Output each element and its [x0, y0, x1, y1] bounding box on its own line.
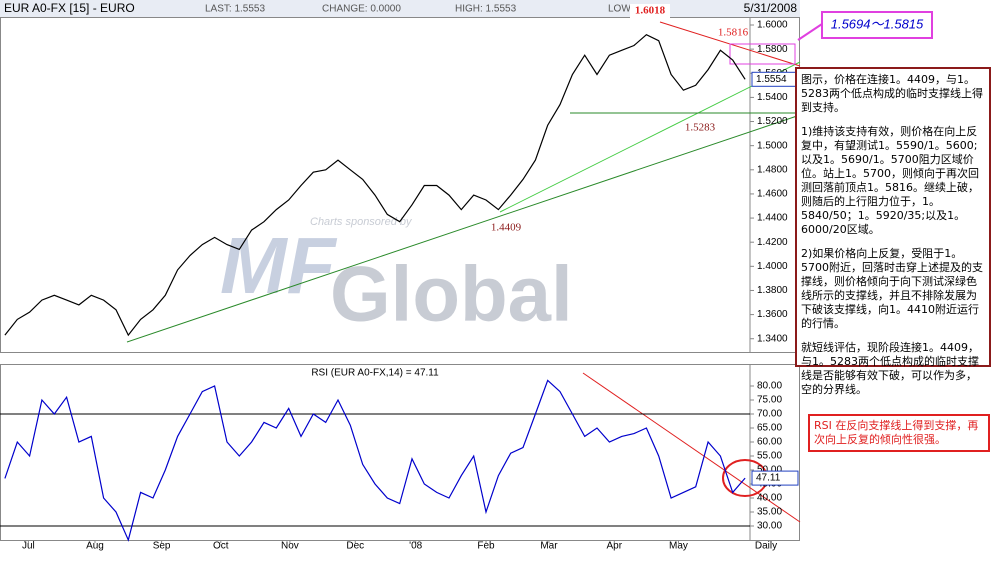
y-tick-label: 80.00: [757, 381, 782, 392]
analysis-para: 就短线评估，现阶段连接1。4409，与1。5283两个低点构成的临时支撑线是否能…: [801, 341, 979, 396]
y-tick-label: 1.3800: [757, 285, 788, 296]
y-tick-label: 1.5200: [757, 116, 788, 127]
x-tick-label: Jul: [22, 541, 35, 552]
rsi-note: RSI 在反向支撑线上得到支撑，再次向上反复的倾向性很强。: [808, 414, 990, 452]
date: 5/31/2008: [744, 1, 798, 15]
annotation-bg: [630, 4, 670, 18]
analysis-box: 图示，价格在连接1。4409，与1。5283两个低点构成的临时支撑线上得到支持。…: [795, 67, 991, 396]
y-tick-label: 75.00: [757, 395, 782, 406]
y-tick-label: 1.5000: [757, 140, 788, 151]
x-tick-label: Dec: [346, 541, 364, 552]
watermark-sponsor: Charts sponsored by: [310, 216, 413, 228]
x-tick-label: '08: [409, 541, 422, 552]
analysis-para: 2)如果价格向上反复，受阻于1。5700附近，回落时击穿上述提及的支撑线，则价格…: [801, 247, 983, 330]
range-box: [729, 43, 796, 65]
last-value-label: 47.11: [756, 473, 781, 484]
y-tick-label: 1.4800: [757, 164, 788, 175]
last-value-label: 1.5554: [756, 74, 787, 85]
x-tick-label: Oct: [213, 541, 229, 552]
price-annotation: 1.5816: [718, 27, 749, 39]
y-tick-label: 1.3400: [757, 333, 788, 344]
rsi-frame: [0, 364, 800, 541]
y-tick-label: 1.5400: [757, 92, 788, 103]
y-tick-label: 65.00: [757, 423, 782, 434]
y-tick-label: 70.00: [757, 409, 782, 420]
last: LAST: 1.5553: [205, 4, 265, 15]
watermark-brand: MF: [220, 221, 338, 310]
y-tick-label: 60.00: [757, 437, 782, 448]
trendlines: [126, 21, 823, 523]
high: HIGH: 1.5553: [455, 4, 517, 15]
header-bar: [0, 0, 800, 17]
y-tick-label: 1.4000: [757, 261, 788, 272]
change: CHANGE: 0.0000: [322, 4, 401, 15]
watermark-name: Global: [330, 250, 573, 338]
analysis-para: 1)维持该支持有效，则价格在向上反复中，有望测试1。5590/1。5600;以及…: [801, 125, 979, 236]
x-tick-label: Feb: [477, 541, 495, 552]
y-tick-label: 1.4400: [757, 213, 788, 224]
x-tick-label: May: [669, 541, 688, 552]
y-tick-label: 1.5800: [757, 44, 788, 55]
y-tick-label: 1.6000: [757, 20, 788, 31]
x-axis-label: Daily: [755, 541, 777, 552]
x-tick-label: Mar: [540, 541, 558, 552]
analysis: 图示，价格在连接1。4409，与1。5283两个低点构成的临时支撑线上得到支持。…: [801, 73, 987, 397]
y-tick-label: 50.00: [757, 465, 782, 476]
symbol: EUR A0-FX [15] - EURO: [4, 1, 135, 15]
price-line: [4, 379, 746, 542]
price-annotation: 1.5283: [685, 122, 716, 134]
price-line: [4, 33, 746, 337]
range-arrow: [797, 23, 823, 41]
last-value-box: [751, 470, 799, 486]
range-note: 1.5694～1.5815: [831, 16, 924, 31]
y-tick-label: 30.00: [757, 521, 782, 532]
x-tick-label: Nov: [281, 541, 299, 552]
y-tick-label: 1.4600: [757, 189, 788, 200]
x-tick-label: Aug: [86, 541, 104, 552]
price-annotation: 1.6018: [635, 5, 666, 17]
y-tick-label: 1.3600: [757, 309, 788, 320]
range-note-box: [821, 11, 933, 39]
support-line: [499, 61, 801, 213]
support-line: [126, 114, 801, 343]
y-tick-label: 1.4200: [757, 237, 788, 248]
panel-title: RSI (EUR A0-FX,14) = 47.11: [311, 368, 439, 379]
price-annotation: 1.4409: [491, 222, 522, 234]
analysis-para: 图示，价格在连接1。4409，与1。5283两个低点构成的临时支撑线上得到支持。: [801, 73, 983, 114]
y-tick-label: 55.00: [757, 451, 782, 462]
x-tick-label: Sep: [153, 541, 171, 552]
rsi-trendline: [582, 372, 801, 523]
x-tick-label: Apr: [607, 541, 623, 552]
y-tick-label: 35.00: [757, 507, 782, 518]
y-tick-label: 40.00: [757, 493, 782, 504]
